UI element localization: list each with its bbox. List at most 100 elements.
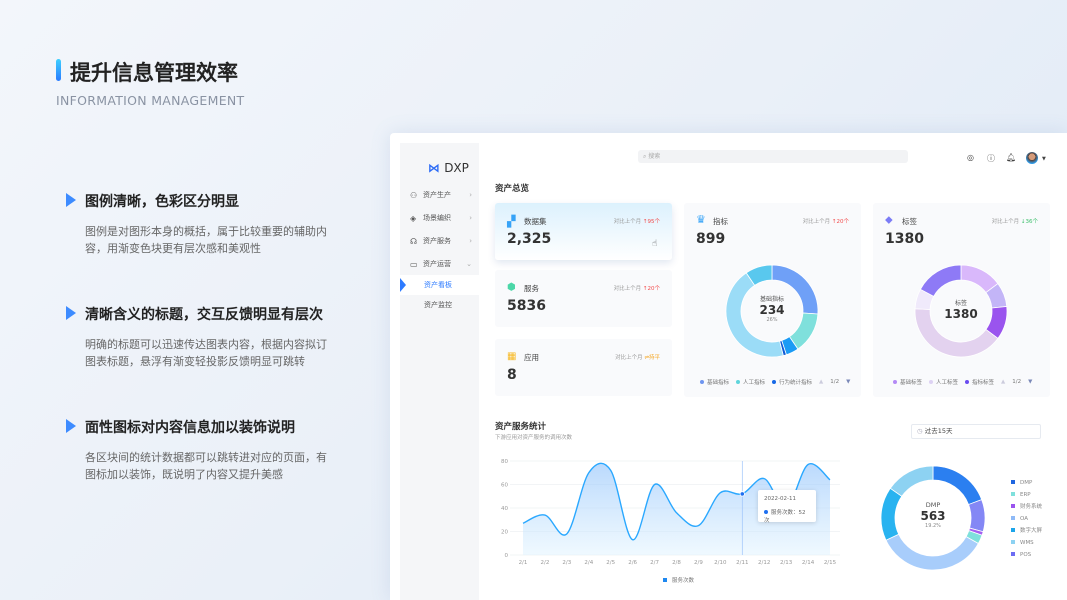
nav-item-asset-production[interactable]: ⚇ 资产生产 › <box>410 190 472 200</box>
bell-icon[interactable]: 🔔︎ <box>1006 153 1017 162</box>
legend-item[interactable]: 服务次数 <box>663 576 694 584</box>
feature-title: 面性图标对内容信息加以装饰说明 <box>85 420 295 436</box>
x-tick-label: 2/11 <box>736 560 748 566</box>
search-input[interactable]: ⌕ 搜索 <box>638 150 908 163</box>
avatar[interactable] <box>1026 152 1038 164</box>
card-service[interactable]: ⬢ 服务 对比上个月 ↑20个 5836 <box>495 270 672 327</box>
x-tick-label: 2/9 <box>694 560 703 566</box>
dmp-legend: DMP ERP 财务系统 OA 数字大屏 WMS POS <box>1011 477 1042 561</box>
x-tick-label: 2/13 <box>780 560 793 566</box>
legend-next-icon[interactable]: ▼ <box>1028 379 1033 385</box>
tag-donut <box>914 264 1008 358</box>
card-dataset[interactable]: ▞ 数据集 对比上个月 ↑95个 2,325 ☝ <box>495 203 672 260</box>
logo[interactable]: ⋈ DXP <box>428 161 469 175</box>
y-tick-label: 20 <box>501 530 508 536</box>
legend-page: 1/2 <box>1012 379 1022 385</box>
legend-item[interactable]: OA <box>1011 513 1042 525</box>
dataset-icon: ▞ <box>507 215 516 228</box>
app-grid-icon: ▦ <box>507 351 517 362</box>
sidebar: ⋈ DXP ⚇ 资产生产 › ◈ 场景编织 › ☊ 资产服务 › ▭ 资产运营 ⌄ 资产看板 资… <box>400 143 479 600</box>
y-tick-label: 40 <box>501 506 508 512</box>
donut-center: 标签 1380 <box>944 300 978 321</box>
feature-desc: 图例是对图形本身的概括，属于比较重要的辅助内容，用渐变色块更有层次感和美观性 <box>85 225 327 255</box>
tag-legend: 基础标签 人工标签 指标标签 ▲ 1/2 ▼ <box>893 378 1032 386</box>
indicator-icon: ♛ <box>696 213 706 226</box>
card-value: 2,325 <box>507 231 552 247</box>
donut-center: DMP 563 19.2% <box>920 501 946 529</box>
data-point-2/11[interactable] <box>739 491 745 497</box>
app-window: ⋈ DXP ⚇ 资产生产 › ◈ 场景编织 › ☊ 资产服务 › ▭ 资产运营 ⌄ 资产看板 资… <box>390 133 1067 600</box>
card-label: 标签 <box>902 217 917 226</box>
triangle-icon <box>66 419 76 433</box>
nav-item-asset-operation[interactable]: ▭ 资产运营 ⌄ <box>410 259 472 269</box>
y-tick-label: 60 <box>501 483 508 489</box>
donut-slice-数字大屏[interactable] <box>880 487 903 541</box>
legend-item[interactable]: 人工指标 <box>736 378 765 386</box>
overview-title: 资产总览 <box>495 184 530 194</box>
x-tick-label: 2/14 <box>802 560 815 566</box>
card-tag[interactable]: ⬥ 标签 对比上个月 ↓36个 1380 标签 1380 基础标签 人工标签 指标… <box>873 203 1050 397</box>
donut-slice-5[interactable] <box>919 264 962 297</box>
card-indicator[interactable]: ♛ 指标 对比上个月 ↑20个 899 基础指标 234 26% 基础指标 人工指标… <box>684 203 861 397</box>
donut-slice-5[interactable] <box>745 264 773 286</box>
feature-desc: 各区块间的统计数据都可以跳转进对应的页面，有图标加以装饰，既说明了内容又提升美感 <box>85 451 327 481</box>
legend-item[interactable]: ERP <box>1011 489 1042 501</box>
legend-item[interactable]: 数字大屏 <box>1011 525 1042 537</box>
legend-item[interactable]: WMS <box>1011 537 1042 549</box>
card-application[interactable]: ▦ 应用 对比上个月 ⇌持平 8 <box>495 339 672 396</box>
nav-item-scene[interactable]: ◈ 场景编织 › <box>410 213 472 223</box>
legend-prev-icon[interactable]: ▲ <box>1001 379 1006 385</box>
feature-point: 清晰含义的标题，交互反馈明显有层次明确的标题可以迅速传达图表内容，根据内容拟订图… <box>66 304 366 370</box>
legend-prev-icon[interactable]: ▲ <box>819 379 824 385</box>
nav-item-asset-monitor[interactable]: 资产监控 <box>424 301 452 309</box>
card-label: 服务 <box>524 284 539 293</box>
legend-item[interactable]: POS <box>1011 549 1042 561</box>
indicator-legend: 基础指标 人工指标 行为统计指标 ▲ 1/2 ▼ <box>700 378 850 386</box>
x-tick-label: 2/15 <box>824 560 837 566</box>
card-label: 应用 <box>524 353 539 362</box>
hero-title: 提升信息管理效率 <box>70 61 238 85</box>
service-stats-subtitle: 下游应用对资产服务的调用次数 <box>495 435 573 441</box>
legend-item[interactable]: 人工标签 <box>929 378 958 386</box>
donut-slice-OA[interactable] <box>885 533 979 571</box>
service-line-chart: 0 20 40 60 80 2/1 2/2 2/3 2/4 2/5 2/6 2/7 2/8 2/9 2/10… <box>501 459 840 566</box>
triangle-icon <box>66 193 76 207</box>
x-tick-label: 2/12 <box>758 560 770 566</box>
legend-item[interactable]: 财务系统 <box>1011 501 1042 513</box>
legend-item[interactable]: 基础标签 <box>893 378 922 386</box>
feature-desc: 明确的标题可以迅速传达图表内容，根据内容拟订图表标题，悬浮有渐变轻投影反馈明显可… <box>85 338 327 368</box>
clock-icon: ◷ <box>917 427 923 435</box>
card-compare: 对比上个月 ↑95个 <box>613 219 660 225</box>
legend-next-icon[interactable]: ▼ <box>846 379 851 385</box>
legend-page: 1/2 <box>830 379 840 385</box>
hand-cursor-icon: ☝ <box>652 239 658 249</box>
x-tick-label: 2/8 <box>672 560 681 566</box>
hero-subtitle: INFORMATION MANAGEMENT <box>56 93 245 108</box>
x-tick-label: 2/7 <box>650 560 659 566</box>
feature-point: 面性图标对内容信息加以装饰说明各区块间的统计数据都可以跳转进对应的页面，有图标加… <box>66 417 366 483</box>
x-tick-label: 2/1 <box>519 560 528 566</box>
nav-item-asset-dashboard[interactable]: 资产看板 <box>400 275 479 295</box>
date-range-select[interactable]: ◷ 过去15天 <box>911 424 1041 439</box>
legend-item[interactable]: DMP <box>1011 477 1042 489</box>
card-compare: 对比上个月 ↓36个 <box>991 219 1038 225</box>
donut-slice-WMS[interactable] <box>889 465 934 497</box>
service-icon: ⬢ <box>507 282 516 293</box>
donut-slice-DMP[interactable] <box>932 465 983 506</box>
legend-item[interactable]: 行为统计指标 <box>772 378 812 386</box>
caret-down-icon[interactable]: ▼ <box>1042 156 1046 162</box>
x-tick-label: 2/4 <box>584 560 593 566</box>
donut-slice-POS[interactable] <box>968 499 986 533</box>
indicator-donut <box>725 264 819 358</box>
legend-item[interactable]: 指标标签 <box>965 378 994 386</box>
scene-icon: ◈ <box>410 213 417 223</box>
card-value: 1380 <box>885 231 924 247</box>
chevron-right-icon: › <box>469 214 472 222</box>
triangle-icon <box>66 306 76 320</box>
dmp-donut <box>880 465 986 571</box>
legend-item[interactable]: 基础指标 <box>700 378 729 386</box>
settings-icon[interactable]: ◎ <box>967 153 974 162</box>
help-icon[interactable]: ⓘ <box>987 154 995 163</box>
feature-title: 清晰含义的标题，交互反馈明显有层次 <box>85 307 323 323</box>
nav-item-asset-service[interactable]: ☊ 资产服务 › <box>410 236 472 246</box>
